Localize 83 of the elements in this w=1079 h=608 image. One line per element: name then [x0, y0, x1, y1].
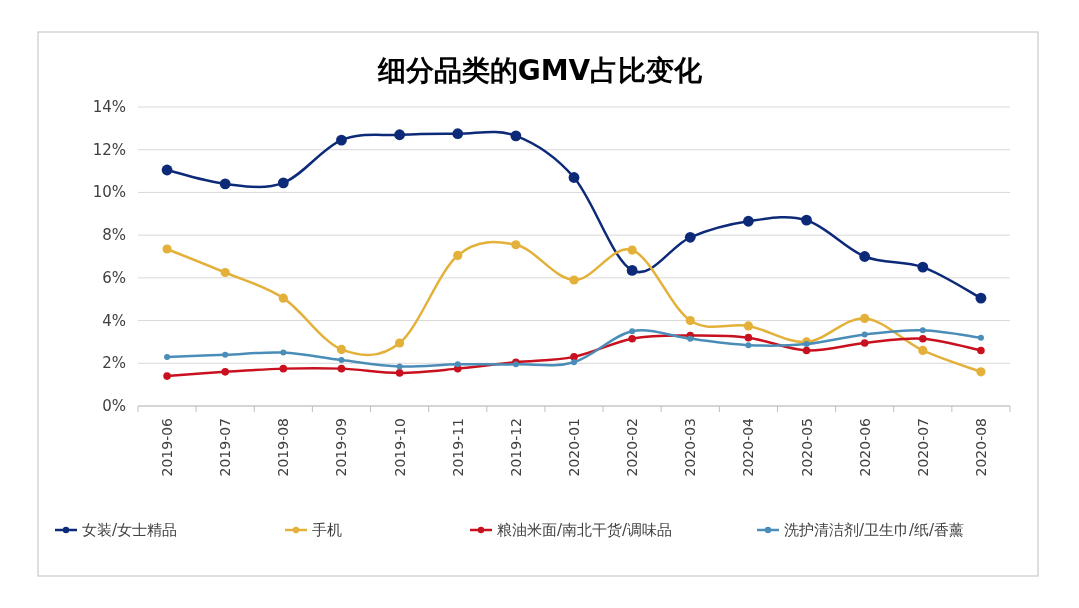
- point: [336, 134, 347, 146]
- y-tick-label: 14%: [92, 98, 126, 116]
- point: [802, 346, 811, 355]
- point: [162, 244, 172, 254]
- y-tick-label: 12%: [92, 140, 126, 159]
- point: [743, 215, 754, 227]
- point: [396, 363, 403, 370]
- point: [454, 361, 461, 368]
- point: [394, 129, 405, 141]
- point: [917, 261, 929, 273]
- point: [338, 357, 345, 364]
- point: [629, 328, 636, 335]
- point: [801, 214, 812, 226]
- x-tick-label: 2019-07: [217, 418, 234, 477]
- x-tick-label: 2019-06: [159, 417, 176, 477]
- point: [336, 344, 347, 354]
- point: [220, 267, 230, 278]
- point: [859, 251, 871, 262]
- point: [860, 339, 869, 347]
- x-tick-label: 2020-05: [798, 418, 815, 477]
- chart-title: 细分品类的GMV占比变化: [376, 54, 704, 87]
- point: [452, 128, 464, 140]
- point: [510, 130, 522, 142]
- point: [684, 231, 696, 243]
- legend-label: 粮油米面/南北干货/调味品: [497, 521, 673, 539]
- point: [571, 359, 577, 366]
- x-tick-label: 2020-03: [682, 418, 699, 477]
- point: [395, 369, 404, 377]
- point: [222, 351, 229, 358]
- y-tick-label: 4%: [102, 311, 126, 330]
- point: [803, 341, 810, 348]
- x-tick-label: 2019-08: [275, 418, 292, 477]
- legend-label: 手机: [312, 521, 342, 539]
- x-tick-label: 2020-04: [740, 417, 757, 477]
- x-tick-label: 2019-12: [507, 418, 524, 477]
- y-tick-label: 6%: [102, 268, 126, 287]
- x-tick-label: 2019-11: [449, 418, 466, 477]
- point: [628, 334, 636, 343]
- x-tick-label: 2020-06: [856, 417, 873, 477]
- y-tick-label: 2%: [102, 354, 126, 373]
- point: [279, 364, 288, 373]
- x-tick-label: 2020-02: [624, 418, 641, 477]
- point: [337, 364, 346, 373]
- point: [919, 334, 927, 343]
- point: [975, 292, 987, 304]
- point: [743, 321, 753, 331]
- x-tick-label: 2020-08: [972, 418, 989, 477]
- point: [860, 313, 870, 324]
- point: [570, 353, 578, 361]
- point: [277, 177, 289, 189]
- y-tick-label: 8%: [102, 226, 126, 245]
- y-tick-label: 10%: [92, 183, 126, 202]
- point: [977, 334, 984, 341]
- point: [569, 275, 579, 285]
- point: [918, 345, 928, 356]
- point: [395, 338, 405, 348]
- point: [164, 353, 171, 360]
- legend-label: 洗护清洁剂/卫生巾/纸/香薰: [784, 521, 965, 539]
- point: [163, 372, 171, 380]
- y-tick-label: 0%: [102, 397, 126, 415]
- x-tick-label: 2019-10: [391, 418, 408, 477]
- point: [977, 346, 985, 355]
- point: [744, 333, 753, 342]
- point: [280, 349, 287, 356]
- point: [511, 240, 521, 250]
- point: [219, 178, 231, 190]
- point: [161, 164, 173, 176]
- legend-label: 女装/女士精品: [82, 521, 178, 539]
- point: [685, 315, 695, 326]
- x-tick-label: 2020-07: [914, 418, 931, 477]
- point: [861, 331, 868, 338]
- x-tick-label: 2019-09: [333, 418, 350, 477]
- point: [627, 245, 637, 255]
- point: [626, 264, 638, 276]
- point: [745, 342, 752, 349]
- point: [919, 327, 926, 334]
- point: [453, 250, 463, 261]
- point: [976, 367, 986, 377]
- point: [687, 335, 694, 342]
- x-tick-label: 2020-01: [566, 418, 582, 477]
- point: [568, 172, 580, 183]
- point: [278, 293, 288, 303]
- point: [221, 368, 229, 376]
